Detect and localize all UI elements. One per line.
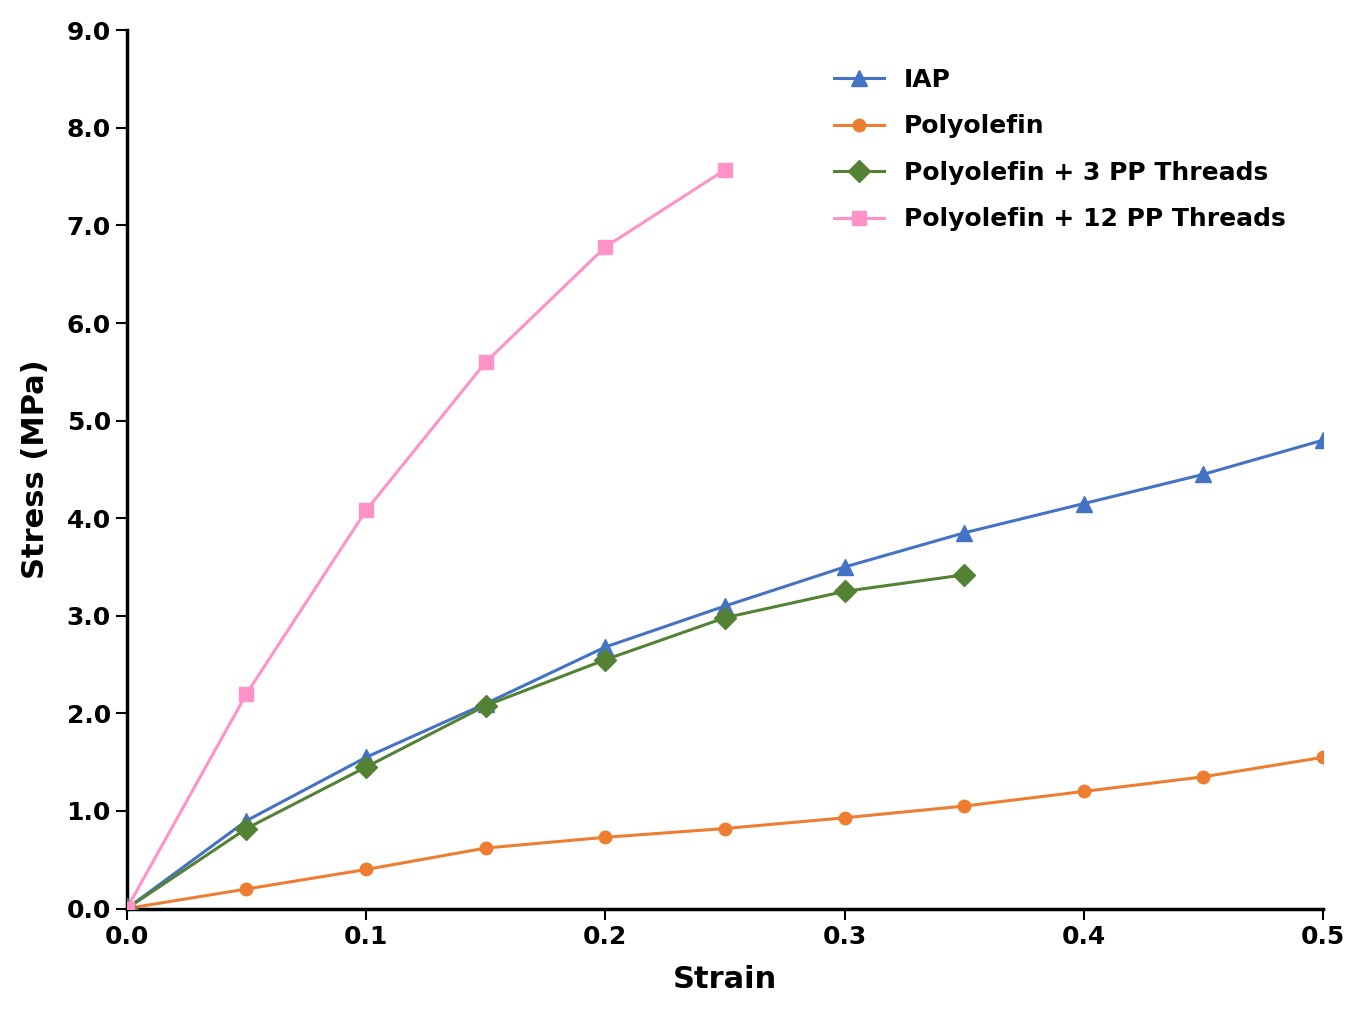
- Line: IAP: IAP: [119, 432, 1330, 917]
- Line: Polyolefin: Polyolefin: [120, 751, 1329, 915]
- X-axis label: Strain: Strain: [673, 965, 777, 994]
- Polyolefin: [717, 822, 734, 834]
- Polyolefin: [1315, 751, 1332, 763]
- Polyolefin: [1195, 770, 1212, 783]
- Polyolefin + 3 PP Threads: [478, 699, 494, 712]
- IAP: [1195, 468, 1212, 480]
- IAP: [238, 815, 254, 827]
- Polyolefin: [1075, 786, 1091, 798]
- Polyolefin: [597, 831, 613, 843]
- IAP: [836, 561, 852, 573]
- Polyolefin + 3 PP Threads: [717, 612, 734, 624]
- Polyolefin: [119, 902, 135, 915]
- Polyolefin + 12 PP Threads: [597, 241, 613, 253]
- Polyolefin: [478, 841, 494, 854]
- Polyolefin + 3 PP Threads: [238, 822, 254, 834]
- Polyolefin + 12 PP Threads: [358, 504, 374, 517]
- IAP: [478, 697, 494, 709]
- Polyolefin + 3 PP Threads: [597, 654, 613, 666]
- Line: Polyolefin + 3 PP Threads: Polyolefin + 3 PP Threads: [119, 567, 971, 917]
- IAP: [597, 640, 613, 653]
- Polyolefin: [358, 864, 374, 876]
- Line: Polyolefin + 12 PP Threads: Polyolefin + 12 PP Threads: [120, 163, 732, 916]
- Polyolefin + 12 PP Threads: [717, 163, 734, 176]
- Polyolefin: [836, 812, 852, 824]
- IAP: [1075, 497, 1091, 510]
- Polyolefin + 12 PP Threads: [119, 902, 135, 915]
- Y-axis label: Stress (MPa): Stress (MPa): [20, 359, 49, 580]
- Polyolefin: [238, 883, 254, 895]
- Polyolefin + 3 PP Threads: [836, 586, 852, 598]
- Polyolefin + 12 PP Threads: [238, 688, 254, 700]
- Polyolefin + 3 PP Threads: [956, 568, 973, 581]
- IAP: [956, 527, 973, 539]
- Polyolefin + 3 PP Threads: [119, 902, 135, 915]
- Polyolefin + 12 PP Threads: [478, 356, 494, 368]
- IAP: [119, 902, 135, 915]
- Legend: IAP, Polyolefin, Polyolefin + 3 PP Threads, Polyolefin + 12 PP Threads: IAP, Polyolefin, Polyolefin + 3 PP Threa…: [809, 43, 1310, 257]
- Polyolefin + 3 PP Threads: [358, 761, 374, 773]
- IAP: [717, 600, 734, 612]
- IAP: [1315, 434, 1332, 447]
- IAP: [358, 751, 374, 763]
- Polyolefin: [956, 800, 973, 812]
